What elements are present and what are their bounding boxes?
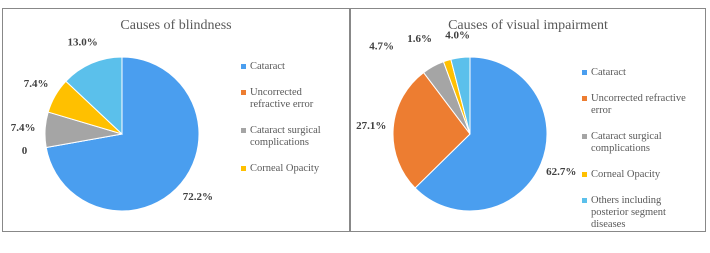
legend-marker xyxy=(582,172,587,177)
pie-slice xyxy=(45,56,200,212)
legend-label: Corneal Opacity xyxy=(250,163,320,174)
legend-marker xyxy=(241,166,246,171)
data-label: 62.7% xyxy=(546,166,576,178)
legend: Cataract Uncorrected refractive error Cata… xyxy=(582,67,700,245)
legend-label: Corneal Opacity xyxy=(591,169,661,180)
legend-item: Uncorrected refractive error xyxy=(241,87,341,111)
legend-label: Cataract xyxy=(591,67,626,78)
pie-slice xyxy=(414,56,548,212)
legend-marker xyxy=(582,70,587,75)
legend-marker xyxy=(582,96,587,101)
legend-item: Corneal Opacity xyxy=(582,169,700,181)
data-label: 1.6% xyxy=(407,33,432,45)
data-label: 7.4% xyxy=(11,122,36,134)
pie-slice xyxy=(392,71,471,189)
legend-marker xyxy=(582,198,587,203)
chart-panel: Causes of visual impairment 62.7% 27.1% 4.7… xyxy=(350,8,706,232)
chart: Causes of visual impairment 62.7% 27.1% 4.7… xyxy=(356,18,608,212)
chart-panel: Causes of blindness 72.2% 0 7.4% 7.4% 13.0% C… xyxy=(2,8,350,232)
chart: Causes of blindness 72.2% 0 7.4% 7.4% 13.0% xyxy=(11,18,232,212)
legend-item: Corneal Opacity xyxy=(241,163,341,175)
legend-label: Cataract surgical complications xyxy=(250,125,321,148)
data-label: 0 xyxy=(22,145,28,157)
legend-marker xyxy=(241,64,246,69)
pie-slice xyxy=(65,56,123,136)
data-label: 4.0% xyxy=(445,29,470,41)
chart-title: Causes of blindness xyxy=(120,18,231,33)
legend-marker xyxy=(582,134,587,139)
legend-label: Uncorrected refractive error xyxy=(591,93,686,116)
legend-label: Cataract surgical complications xyxy=(591,131,662,154)
legend: Cataract Uncorrected refractive error Cata… xyxy=(241,61,341,189)
legend-label: Others including posterior segment disea… xyxy=(591,195,666,230)
legend-item: Uncorrected refractive error xyxy=(582,93,700,117)
data-label: 4.7% xyxy=(369,41,394,53)
legend-marker xyxy=(241,90,246,95)
chart-title: Causes of visual impairment xyxy=(448,18,608,33)
legend-marker xyxy=(241,128,246,133)
data-label: 7.4% xyxy=(24,78,49,90)
legend-label: Uncorrected refractive error xyxy=(250,87,314,110)
data-label: 27.1% xyxy=(356,120,386,132)
data-label: 72.2% xyxy=(183,191,213,203)
legend-item: Cataract surgical complications xyxy=(241,125,341,149)
pie-slice xyxy=(450,56,471,135)
legend-item: Cataract surgical complications xyxy=(582,131,700,155)
legend-label: Cataract xyxy=(250,61,285,72)
data-label: 13.0% xyxy=(68,37,98,49)
legend-item: Cataract xyxy=(241,61,341,73)
legend-item: Others including posterior segment disea… xyxy=(582,195,700,231)
legend-item: Cataract xyxy=(582,67,700,79)
